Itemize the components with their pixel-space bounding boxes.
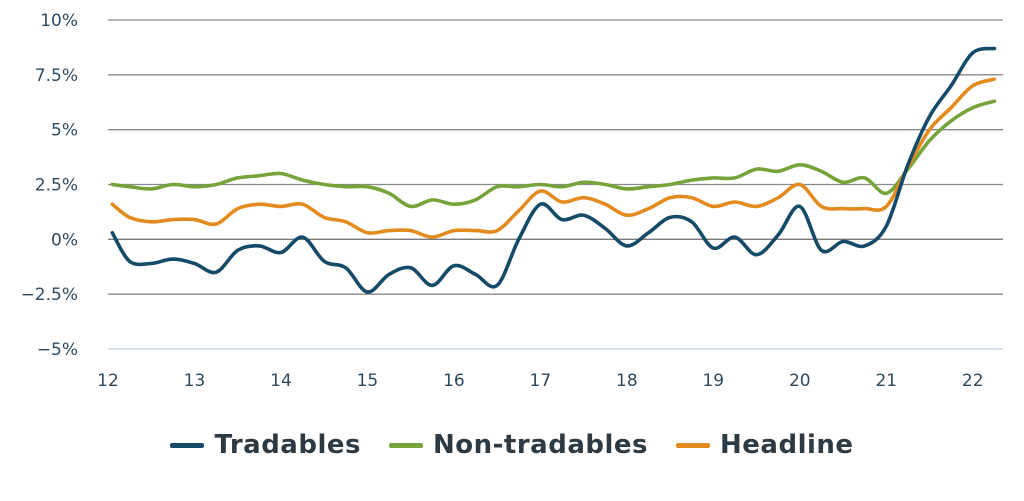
x-tick-label: 20 [789, 371, 811, 391]
y-tick-label: 10% [40, 11, 78, 31]
x-tick-label: 17 [530, 371, 552, 391]
y-tick-label: 0% [51, 230, 78, 250]
series-line-headline [110, 77, 997, 239]
x-tick-label: 16 [443, 371, 465, 391]
line-chart: 10% 7.5% 5% 2.5% 0% −2.5% −5% 12 13 14 15 16 17 18 19… [21, 11, 1003, 391]
x-tick-label: 12 [97, 371, 119, 391]
legend-swatch-tradables [170, 442, 205, 448]
x-axis-tick-labels: 12 13 14 15 16 17 18 19 20 21 22 [97, 371, 983, 391]
y-tick-label: 7.5% [35, 66, 78, 86]
x-tick-label: 19 [702, 371, 724, 391]
x-tick-label: 15 [357, 371, 379, 391]
legend-label-headline: Headline [720, 430, 854, 460]
x-tick-label: 18 [616, 371, 638, 391]
gridlines [108, 19, 1003, 350]
y-tick-label: −2.5% [21, 285, 78, 305]
legend-label-tradables: Tradables [214, 430, 361, 460]
y-tick-label: −5% [37, 340, 78, 360]
legend-swatch-headline [676, 442, 711, 448]
y-axis-tick-labels: 10% 7.5% 5% 2.5% 0% −2.5% −5% [21, 11, 78, 360]
legend-item-tradables: Tradables [170, 430, 361, 460]
legend: Tradables Non-tradables Headline [0, 430, 1024, 460]
legend-item-non-tradables: Non-tradables [389, 430, 648, 460]
x-tick-label: 22 [962, 371, 984, 391]
x-tick-label: 21 [875, 371, 897, 391]
x-tick-label: 13 [184, 371, 206, 391]
y-tick-label: 5% [51, 121, 78, 141]
legend-label-non-tradables: Non-tradables [433, 430, 649, 460]
legend-item-headline: Headline [676, 430, 854, 460]
legend-swatch-non-tradables [389, 442, 423, 448]
series-line-tradables [110, 46, 997, 294]
series-line-non-tradables [110, 99, 997, 209]
y-tick-label: 2.5% [35, 176, 78, 196]
x-tick-label: 14 [270, 371, 292, 391]
series-lines [110, 46, 997, 294]
